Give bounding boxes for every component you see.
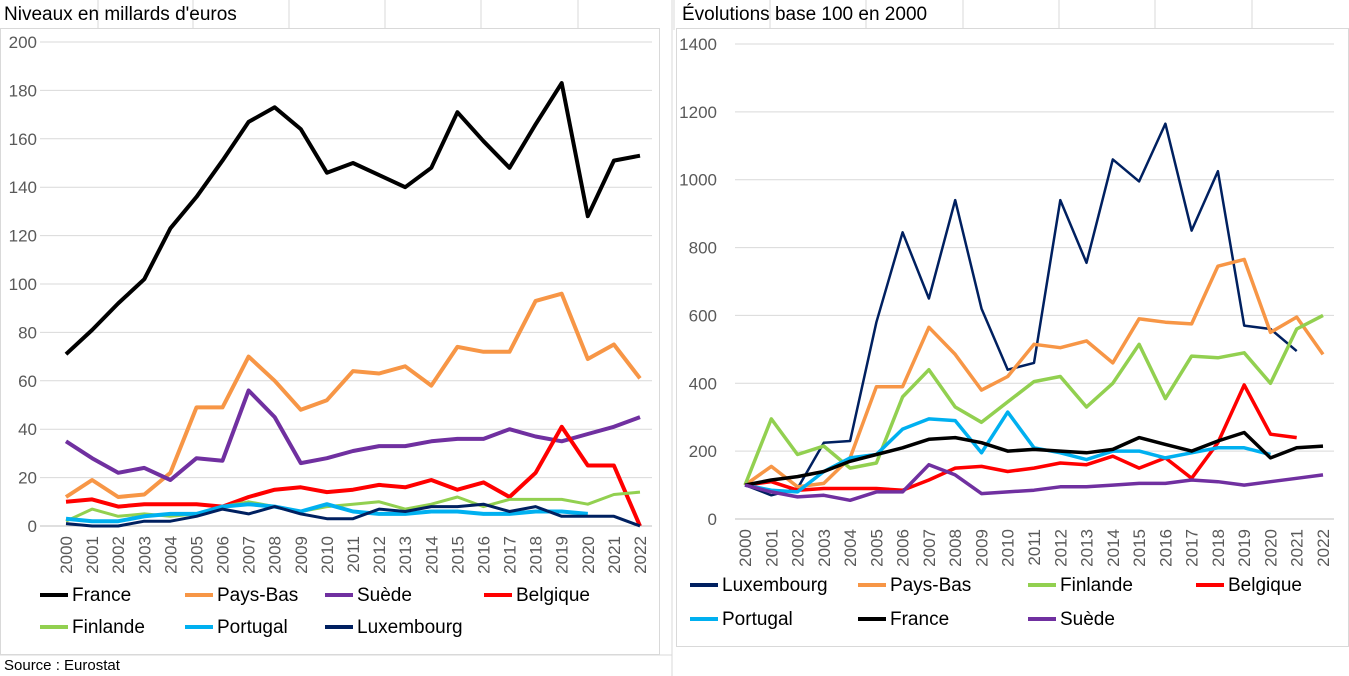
y-tick-label: 100 [9,275,37,294]
series-line-luxembourg [744,122,1298,497]
x-tick-label: 2014 [1104,529,1123,567]
series-line-suède [64,388,641,482]
y-tick-label: 1400 [679,35,717,54]
x-tick-label: 2007 [920,529,939,567]
x-tick-label: 2022 [1314,529,1333,567]
y-tick-label: 80 [18,323,37,342]
legend-label: Belgique [516,585,590,606]
x-tick-label: 2012 [370,536,389,574]
x-tick-label: 2008 [946,529,965,567]
x-tick-label: 2016 [474,536,493,574]
x-tick-label: 2016 [1156,529,1175,567]
y-tick-label: 180 [9,81,37,100]
x-tick-label: 2002 [789,529,808,567]
legend-label: Finlande [1060,575,1133,596]
x-tick-label: 2011 [344,536,363,573]
x-tick-label: 2018 [527,536,546,574]
x-tick-label: 2002 [109,536,128,574]
x-tick-label: 2001 [83,536,102,574]
x-tick-label: 2019 [1235,529,1254,567]
series-line-pays-bas [64,291,642,499]
y-tick-label: 0 [28,517,37,536]
x-tick-label: 2011 [1025,529,1044,566]
legend-label: Suède [1060,609,1115,630]
x-tick-label: 2015 [1130,529,1149,567]
series-line-belgique [744,383,1297,492]
legend-label: Luxembourg [722,575,828,596]
x-tick-label: 2014 [422,536,441,574]
y-tick-label: 1000 [679,171,717,190]
x-tick-label: 2018 [1209,529,1228,567]
legend-label: France [890,609,949,630]
x-tick-label: 2009 [972,529,991,567]
x-tick-label: 2000 [57,536,76,574]
x-tick-label: 2022 [631,536,650,574]
x-tick-label: 2013 [1078,529,1097,567]
source-note: Source : Eurostat [4,657,121,674]
x-tick-label: 2020 [1261,529,1280,567]
x-tick-label: 2005 [867,529,886,567]
y-tick-label: 160 [9,130,37,149]
x-tick-label: 2013 [396,536,415,574]
x-tick-label: 2009 [292,536,311,574]
series-line-france [64,81,641,356]
chart-title: Niveaux en millards d'euros [4,4,237,25]
x-tick-label: 2004 [841,529,860,567]
x-tick-label: 2017 [1183,529,1202,567]
y-tick-label: 20 [18,469,37,488]
series-line-belgique [65,424,642,527]
y-tick-label: 120 [9,227,37,246]
chart-title: Évolutions base 100 en 2000 [682,4,927,25]
x-tick-label: 2010 [318,536,337,574]
x-tick-label: 2001 [762,529,781,567]
y-tick-label: 140 [9,178,37,197]
x-tick-label: 2017 [501,536,520,574]
x-tick-label: 2015 [448,536,467,574]
y-tick-label: 600 [689,306,717,325]
legend-label: Belgique [1228,575,1302,596]
chart-area-border [0,28,660,655]
x-tick-label: 2012 [1051,529,1070,567]
series-line-portugal [65,502,588,524]
x-tick-label: 2021 [605,536,624,574]
x-tick-label: 2003 [815,529,834,567]
x-tick-label: 2004 [161,536,180,574]
chart-index-2000: Évolutions base 100 en 2000 0 200 400 600 800… [679,4,1334,630]
y-tick-label: 800 [689,239,717,258]
legend-label: Portugal [217,617,288,638]
x-tick-label: 2005 [187,536,206,574]
x-tick-label: 2007 [240,536,259,574]
legend-label: Pays-Bas [217,585,298,606]
legend-label: Finlande [72,617,145,638]
x-tick-label: 2008 [266,536,285,574]
legend-label: Suède [357,585,412,606]
y-tick-label: 60 [18,372,37,391]
x-tick-label: 2021 [1288,529,1307,567]
y-tick-label: 400 [689,374,717,393]
x-tick-label: 2000 [736,529,755,567]
legend-label: Pays-Bas [890,575,971,596]
legend-label: France [72,585,131,606]
series-line-luxembourg [65,502,641,528]
x-tick-label: 2003 [135,536,154,574]
y-tick-label: 40 [18,420,37,439]
x-tick-label: 2020 [579,536,598,574]
x-tick-label: 2019 [553,536,572,574]
chart-levels: Niveaux en millards d'euros 0 20 40 60 80 100 1… [4,4,652,638]
y-tick-label: 200 [689,442,717,461]
series-line-suède [744,462,1324,503]
legend-label: Luxembourg [357,617,463,638]
y-tick-label: 200 [9,33,37,52]
x-tick-label: 2006 [214,536,233,574]
x-tick-label: 2010 [999,529,1018,567]
y-tick-label: 0 [708,510,717,529]
series-line-france [744,430,1324,487]
y-tick-label: 1200 [679,103,717,122]
legend-label: Portugal [722,609,793,630]
x-tick-label: 2006 [894,529,913,567]
